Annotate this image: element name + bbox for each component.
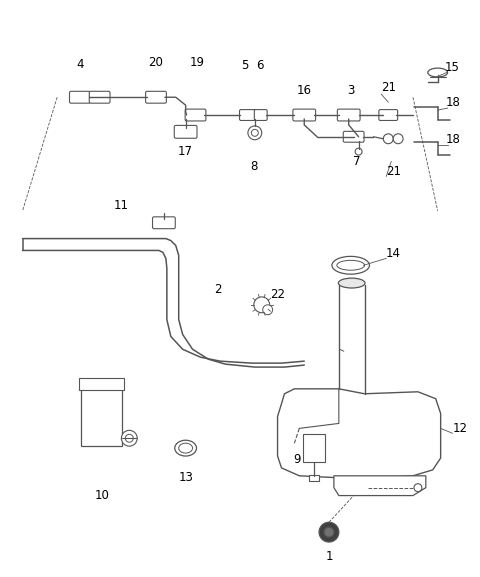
Text: 18: 18 bbox=[446, 96, 461, 108]
FancyBboxPatch shape bbox=[379, 110, 397, 121]
Text: 11: 11 bbox=[114, 200, 129, 212]
Ellipse shape bbox=[175, 440, 196, 456]
Text: 20: 20 bbox=[148, 56, 163, 69]
Polygon shape bbox=[334, 476, 426, 496]
Ellipse shape bbox=[428, 68, 447, 77]
Bar bbox=[81, 381, 122, 445]
Circle shape bbox=[384, 134, 393, 144]
Text: 3: 3 bbox=[347, 84, 354, 97]
Text: 4: 4 bbox=[76, 58, 84, 71]
FancyBboxPatch shape bbox=[89, 91, 110, 103]
FancyBboxPatch shape bbox=[185, 109, 206, 121]
FancyBboxPatch shape bbox=[293, 109, 316, 121]
Text: 14: 14 bbox=[386, 247, 401, 260]
Ellipse shape bbox=[338, 278, 365, 288]
FancyBboxPatch shape bbox=[153, 217, 175, 228]
Circle shape bbox=[252, 129, 258, 136]
FancyBboxPatch shape bbox=[254, 110, 267, 121]
FancyBboxPatch shape bbox=[240, 110, 256, 121]
Text: 12: 12 bbox=[453, 422, 468, 435]
FancyBboxPatch shape bbox=[337, 109, 360, 121]
Text: 10: 10 bbox=[94, 489, 109, 502]
Circle shape bbox=[324, 527, 334, 537]
Text: 19: 19 bbox=[190, 56, 205, 69]
Circle shape bbox=[414, 484, 422, 492]
Ellipse shape bbox=[332, 256, 370, 274]
Text: 17: 17 bbox=[178, 145, 193, 158]
Bar bbox=[79, 378, 124, 390]
Bar bbox=[303, 434, 325, 462]
Text: 6: 6 bbox=[256, 59, 264, 72]
Bar bbox=[309, 475, 319, 481]
Text: 15: 15 bbox=[445, 61, 460, 74]
Text: 18: 18 bbox=[446, 133, 461, 146]
Circle shape bbox=[319, 522, 339, 542]
FancyBboxPatch shape bbox=[343, 132, 364, 142]
FancyBboxPatch shape bbox=[174, 125, 197, 138]
Text: 21: 21 bbox=[381, 81, 396, 94]
Text: 7: 7 bbox=[353, 155, 360, 168]
Ellipse shape bbox=[179, 443, 192, 453]
Text: 16: 16 bbox=[297, 84, 312, 97]
Ellipse shape bbox=[337, 260, 364, 270]
Polygon shape bbox=[277, 389, 441, 478]
Text: 13: 13 bbox=[178, 471, 193, 484]
FancyBboxPatch shape bbox=[70, 91, 90, 103]
Circle shape bbox=[355, 148, 362, 155]
Text: 8: 8 bbox=[250, 160, 258, 173]
Text: 5: 5 bbox=[241, 59, 249, 72]
Circle shape bbox=[254, 297, 270, 313]
Text: 9: 9 bbox=[294, 454, 301, 466]
Text: 1: 1 bbox=[325, 550, 333, 563]
Circle shape bbox=[393, 134, 403, 144]
FancyBboxPatch shape bbox=[145, 91, 167, 103]
Text: 2: 2 bbox=[215, 283, 222, 297]
Circle shape bbox=[125, 434, 133, 442]
Text: 21: 21 bbox=[386, 165, 401, 178]
Circle shape bbox=[121, 430, 137, 446]
Circle shape bbox=[263, 305, 273, 314]
Text: 22: 22 bbox=[270, 288, 285, 301]
Circle shape bbox=[248, 126, 262, 140]
